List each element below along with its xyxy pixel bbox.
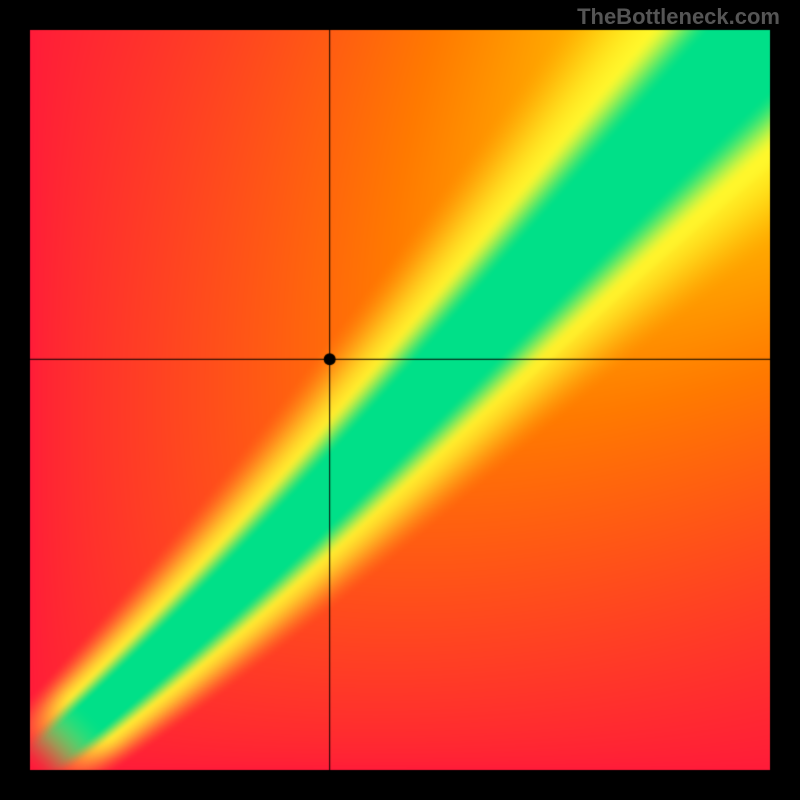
watermark-text: TheBottleneck.com (577, 4, 780, 30)
bottleneck-heatmap (0, 0, 800, 800)
